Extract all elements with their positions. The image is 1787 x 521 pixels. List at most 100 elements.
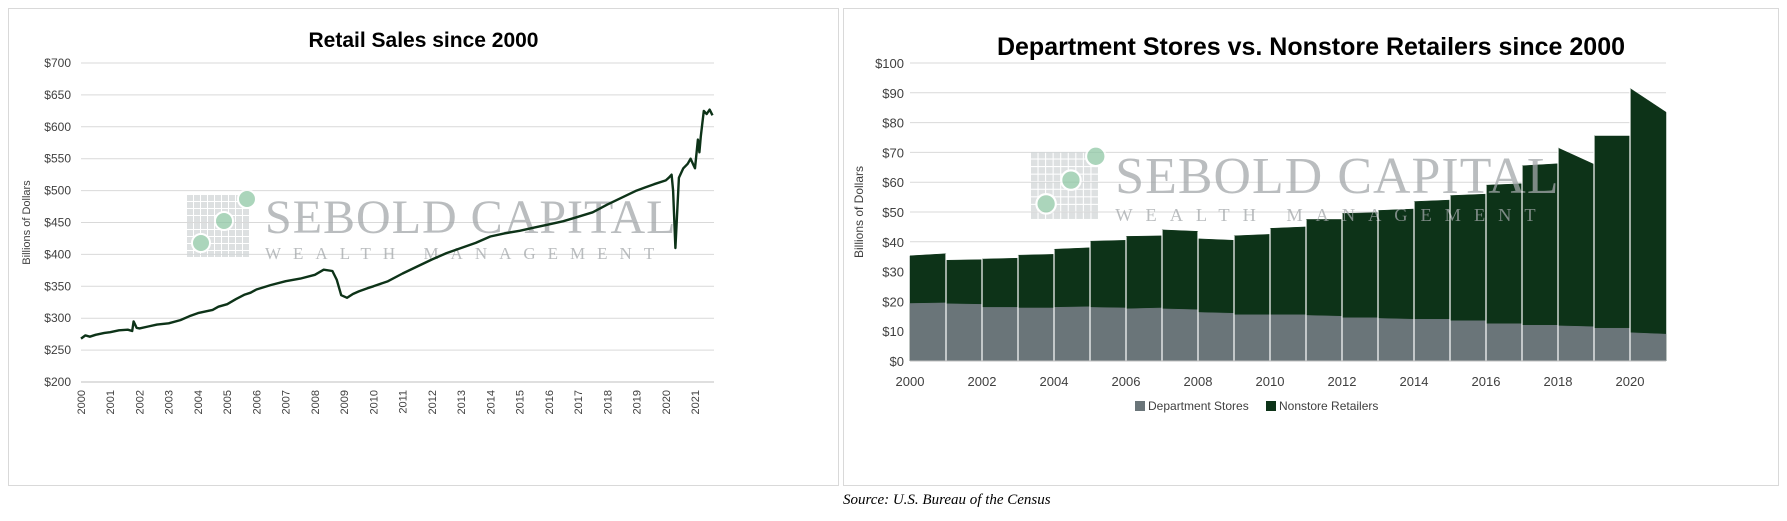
- x-tick-label: 2005: [222, 390, 234, 414]
- watermark-grid-cell: [201, 230, 207, 236]
- watermark-grid-cell: [201, 202, 207, 208]
- y-tick-label: $60: [882, 175, 904, 190]
- watermark-dot-icon: [237, 189, 257, 209]
- watermark-grid-cell: [208, 230, 214, 236]
- watermark-grid-cell: [1061, 197, 1068, 204]
- watermark-grid-cell: [1031, 189, 1038, 197]
- watermark-grid-cell: [187, 244, 193, 250]
- watermark-grid-cell: [208, 195, 214, 201]
- x-tick-label: 2016: [544, 390, 556, 414]
- watermark-grid-cell: [1076, 212, 1083, 219]
- x-tick-label: 2018: [602, 390, 614, 414]
- watermark-grid-cell: [1068, 189, 1076, 197]
- y-tick-label: $90: [882, 86, 904, 101]
- department-stores-area-segment: [1197, 312, 1235, 362]
- watermark-grid-cell: [1038, 152, 1046, 159]
- watermark-grid-cell: [1068, 197, 1076, 204]
- watermark-grid-cell: [215, 202, 221, 208]
- watermark-grid-cell: [187, 251, 193, 257]
- watermark-grid-cell: [208, 223, 214, 229]
- y-tick-label: $650: [44, 88, 71, 102]
- watermark-dot-icon: [214, 211, 234, 231]
- watermark-title: SEBOLD CAPITAL: [1115, 148, 1559, 205]
- legend-swatch-department-stores: [1135, 401, 1145, 411]
- watermark-grid-cell: [1031, 159, 1038, 167]
- department-stores-area-segment: [981, 307, 1019, 362]
- y-tick-label: $700: [44, 56, 71, 70]
- watermark-grid-cell: [1053, 167, 1061, 174]
- x-tick-label: 2012: [427, 390, 439, 414]
- watermark-grid-cell: [1053, 182, 1061, 189]
- legend: Department Stores Nonstore Retailers: [1135, 399, 1378, 413]
- department-stores-area-segment: [1377, 318, 1415, 362]
- department-stores-area-segment: [1341, 317, 1379, 362]
- watermark-grid-cell: [1083, 174, 1091, 182]
- x-tick-label: 2011: [398, 390, 410, 414]
- y-tick-label: $450: [44, 216, 71, 230]
- watermark-grid-cell: [1046, 159, 1053, 167]
- x-tick-label: 2006: [1112, 374, 1141, 389]
- watermark-grid-cell: [1076, 159, 1083, 167]
- department-stores-area-segment: [1629, 332, 1667, 362]
- watermark-grid-cell: [1091, 174, 1098, 182]
- watermark-grid-cell: [1091, 197, 1098, 204]
- department-stores-area-segment: [1485, 323, 1523, 362]
- watermark-grid-cell: [1053, 152, 1061, 159]
- watermark-grid-cell: [1046, 174, 1053, 182]
- department-stores-area-segment: [909, 302, 947, 362]
- watermark-grid-cell: [187, 195, 193, 201]
- source-note: Source: U.S. Bureau of the Census: [843, 492, 1051, 508]
- watermark-grid-cell: [194, 195, 200, 201]
- watermark-grid-cell: [243, 237, 249, 243]
- nonstore-area-segment: [1629, 87, 1667, 362]
- watermark-grid-cell: [208, 202, 214, 208]
- x-tick-label: 2007: [281, 390, 293, 414]
- watermark-grid-cell: [222, 251, 228, 257]
- x-tick-label: 2009: [339, 390, 351, 414]
- department-stores-area-segment: [1413, 319, 1451, 362]
- watermark-grid-cell: [187, 223, 193, 229]
- watermark-grid-cell: [1083, 182, 1091, 189]
- y-tick-label: $100: [875, 56, 904, 71]
- watermark-grid-cell: [1091, 204, 1098, 212]
- watermark-dot-icon: [1085, 145, 1107, 168]
- watermark-grid-cell: [187, 237, 193, 243]
- y-tick-label: $250: [44, 343, 71, 357]
- watermark-grid-cell: [236, 216, 242, 222]
- watermark-grid-cell: [243, 216, 249, 222]
- watermark-grid-cell: [229, 209, 235, 215]
- watermark-grid-cell: [1046, 167, 1053, 174]
- y-tick-label: $70: [882, 145, 904, 160]
- watermark-grid-cell: [1053, 197, 1061, 204]
- watermark-grid-cell: [236, 237, 242, 243]
- y-tick-label: $80: [882, 116, 904, 131]
- watermark-grid-cell: [236, 251, 242, 257]
- chart-title-retail-sales: Retail Sales since 2000: [308, 29, 539, 52]
- x-tick-label: 2010: [1256, 374, 1285, 389]
- watermark-grid-cell: [222, 237, 228, 243]
- department-stores-area-segment: [1449, 320, 1487, 362]
- watermark-grid-cell: [1068, 204, 1076, 212]
- retail-sales-chart: $200 $250 $300 $350 $400 $450 $500 $550 $600 $650…: [21, 56, 714, 414]
- y-tick-label: $500: [44, 184, 71, 198]
- watermark-title: SEBOLD CAPITAL: [265, 191, 677, 244]
- watermark-subtitle: WEALTH MANAGEMENT: [265, 244, 666, 263]
- watermark-grid-cell: [243, 230, 249, 236]
- nonstore-area-segment: [1593, 135, 1631, 362]
- department-stores-area-segment: [1089, 307, 1127, 362]
- watermark-grid-cell: [1038, 182, 1046, 189]
- watermark-grid-cell: [1031, 167, 1038, 174]
- watermark-grid-cell: [215, 251, 221, 257]
- x-tick-label: 2020: [1616, 374, 1645, 389]
- watermark-grid-cell: [1083, 197, 1091, 204]
- watermark-grid-cell: [1083, 167, 1091, 174]
- department-stores-area-segment: [1305, 315, 1343, 362]
- department-stores-area-segment: [1521, 324, 1559, 362]
- legend-label-nonstore-retailers: Nonstore Retailers: [1279, 399, 1378, 413]
- watermark-grid-cell: [1053, 204, 1061, 212]
- watermark-grid-cell: [208, 209, 214, 215]
- watermark-grid-cell: [1031, 204, 1038, 212]
- y-tick-label: $600: [44, 120, 71, 134]
